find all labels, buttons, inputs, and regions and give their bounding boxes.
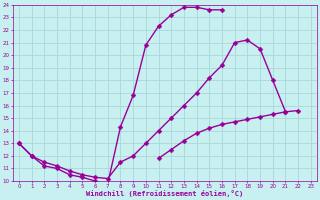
X-axis label: Windchill (Refroidissement éolien,°C): Windchill (Refroidissement éolien,°C): [86, 190, 244, 197]
